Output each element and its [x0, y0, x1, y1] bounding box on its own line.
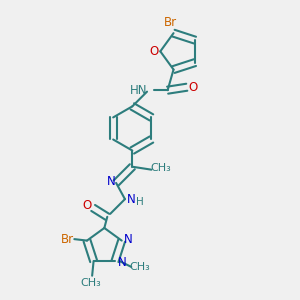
- Text: N: N: [118, 256, 127, 269]
- Text: HN: HN: [130, 84, 147, 97]
- Text: Br: Br: [164, 16, 177, 29]
- Text: CH₃: CH₃: [80, 278, 101, 288]
- Text: CH₃: CH₃: [130, 262, 151, 272]
- Text: H: H: [136, 197, 143, 207]
- Text: O: O: [149, 45, 158, 58]
- Text: O: O: [82, 199, 91, 212]
- Text: O: O: [189, 81, 198, 94]
- Text: N: N: [124, 232, 133, 246]
- Text: Br: Br: [60, 232, 74, 246]
- Text: N: N: [127, 193, 136, 206]
- Text: CH₃: CH₃: [150, 163, 171, 173]
- Text: N: N: [106, 175, 115, 188]
